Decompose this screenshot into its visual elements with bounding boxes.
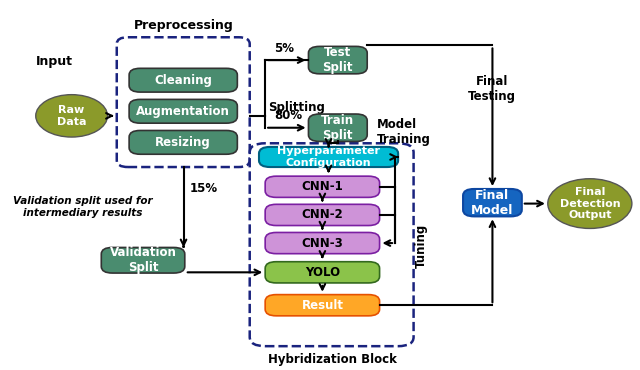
FancyBboxPatch shape bbox=[265, 232, 380, 254]
FancyBboxPatch shape bbox=[129, 68, 237, 92]
FancyBboxPatch shape bbox=[129, 131, 237, 154]
Text: Validation split used for
intermediary results: Validation split used for intermediary r… bbox=[13, 196, 152, 218]
Text: Cleaning: Cleaning bbox=[154, 74, 212, 87]
Text: 80%: 80% bbox=[275, 109, 303, 122]
FancyBboxPatch shape bbox=[265, 295, 380, 316]
FancyBboxPatch shape bbox=[265, 262, 380, 283]
Circle shape bbox=[548, 179, 632, 228]
FancyBboxPatch shape bbox=[265, 176, 380, 197]
Text: CNN-2: CNN-2 bbox=[301, 208, 343, 221]
FancyBboxPatch shape bbox=[259, 147, 398, 167]
Text: Train
Split: Train Split bbox=[321, 114, 355, 142]
Text: YOLO: YOLO bbox=[305, 266, 340, 279]
Text: Input: Input bbox=[36, 54, 74, 67]
Text: Augmentation: Augmentation bbox=[136, 105, 230, 118]
Text: Final
Testing: Final Testing bbox=[468, 75, 516, 103]
Text: Result: Result bbox=[301, 299, 344, 312]
Text: Resizing: Resizing bbox=[156, 136, 211, 149]
FancyBboxPatch shape bbox=[101, 248, 185, 273]
FancyBboxPatch shape bbox=[463, 189, 522, 216]
Text: Final
Model: Final Model bbox=[471, 189, 514, 217]
Text: Hyperparameter
Configuration: Hyperparameter Configuration bbox=[277, 146, 380, 168]
Circle shape bbox=[36, 95, 108, 137]
Text: Tuning: Tuning bbox=[415, 223, 428, 268]
FancyBboxPatch shape bbox=[265, 204, 380, 226]
Text: Validation
Split: Validation Split bbox=[109, 246, 177, 274]
FancyBboxPatch shape bbox=[129, 100, 237, 123]
Text: 5%: 5% bbox=[275, 41, 294, 55]
FancyBboxPatch shape bbox=[116, 37, 250, 167]
Text: Model
Training: Model Training bbox=[376, 118, 430, 146]
Text: CNN-3: CNN-3 bbox=[301, 236, 343, 250]
Text: Splitting: Splitting bbox=[268, 101, 325, 114]
Text: Final
Detection
Output: Final Detection Output bbox=[559, 187, 620, 220]
Text: Hybridization Block: Hybridization Block bbox=[268, 353, 396, 366]
FancyBboxPatch shape bbox=[250, 143, 413, 346]
Text: Test
Split: Test Split bbox=[323, 46, 353, 74]
Text: Raw
Data: Raw Data bbox=[57, 105, 86, 127]
Text: Preprocessing: Preprocessing bbox=[134, 19, 234, 32]
Text: 15%: 15% bbox=[189, 182, 218, 195]
Text: CNN-1: CNN-1 bbox=[301, 180, 343, 193]
FancyBboxPatch shape bbox=[308, 114, 367, 141]
FancyBboxPatch shape bbox=[308, 46, 367, 74]
